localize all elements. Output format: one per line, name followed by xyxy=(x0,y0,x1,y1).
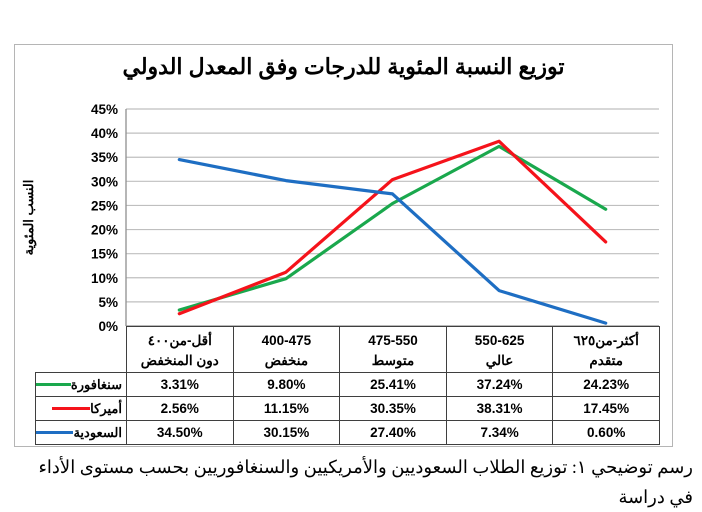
y-tick-label: 15% xyxy=(91,247,118,262)
series-row-america: أميركا 2.56% 11.15% 30.35% 38.31% 17.45% xyxy=(35,396,660,421)
y-axis-title: النسب المئوية xyxy=(21,179,36,256)
chart-title: توزيع النسبة المئوية للدرجات وفق المعدل … xyxy=(122,54,565,79)
category-range: 475-550 xyxy=(368,332,418,348)
category-range: 400-475 xyxy=(261,332,312,348)
y-tick-label: 30% xyxy=(91,174,118,189)
category-header-row: أقل-من٤٠٠ دون المنخفض 400-475 منخفض 475-550 م… xyxy=(36,326,660,373)
value-cell: 9.80% xyxy=(232,372,341,397)
value-cell: 7.34% xyxy=(445,420,554,445)
value-cell: 30.35% xyxy=(339,396,447,421)
value-cell: 37.24% xyxy=(445,372,554,397)
series-name: سنغافورة xyxy=(70,376,122,392)
series-line-america xyxy=(177,139,608,316)
series-swatch-america xyxy=(52,407,91,410)
series-line-singapore xyxy=(177,144,608,312)
category-level: متقدم xyxy=(589,352,623,368)
category-level: متوسط xyxy=(371,352,415,368)
series-swatch-saudi-arabia xyxy=(36,431,74,434)
series-name: أميركا xyxy=(90,400,122,416)
value-cell: 3.31% xyxy=(126,372,234,397)
y-tick-label: 5% xyxy=(98,295,118,310)
y-tick-label: 40% xyxy=(91,126,118,141)
y-tick-label: 20% xyxy=(91,223,118,238)
category-header-1: أقل-من٤٠٠ دون المنخفض xyxy=(126,326,234,373)
series-name: السعودية xyxy=(73,424,122,440)
series-swatch-singapore xyxy=(36,383,71,386)
chart-figure: توزيع النسبة المئوية للدرجات وفق المعدل … xyxy=(14,44,673,447)
series-row-saudi-arabia: السعودية 34.50% 30.15% 27.40% 7.34% 0.60% xyxy=(35,420,660,445)
category-range: أقل-من٤٠٠ xyxy=(147,332,212,348)
legend-cell-america: أميركا xyxy=(35,396,127,421)
legend-cell-singapore: سنغافورة xyxy=(35,372,127,397)
value-cell: 38.31% xyxy=(445,396,554,421)
category-header-5: أكثر-من٦٢٥ متقدم xyxy=(552,326,660,373)
category-header-4: 550-625 عالي xyxy=(445,326,554,373)
value-cell: 24.23% xyxy=(552,372,660,397)
figure-caption: رسم توضيحي ١: توزيع الطلاب السعوديين وال… xyxy=(38,457,693,507)
value-cell: 34.50% xyxy=(126,420,234,445)
category-range: أكثر-من٦٢٥ xyxy=(573,332,639,348)
category-level: منخفض xyxy=(264,352,309,368)
plot-svg: 0% 5% 10% 15% 20% 25% 30% 35% 40% 45% xyxy=(91,102,659,334)
value-cell: 2.56% xyxy=(126,396,234,421)
legend-cell-saudi-arabia: السعودية xyxy=(35,420,127,445)
y-tick-label: 35% xyxy=(91,150,118,165)
data-table: أقل-من٤٠٠ دون المنخفض 400-475 منخفض 475-550 م… xyxy=(35,326,660,445)
value-cell: 25.41% xyxy=(339,372,447,397)
category-range: 550-625 xyxy=(474,332,525,348)
y-tick-label: 25% xyxy=(91,198,118,213)
y-tick-label: 10% xyxy=(91,271,118,286)
value-cell: 11.15% xyxy=(232,396,341,421)
category-header-2: 400-475 منخفض xyxy=(232,326,341,373)
series-row-singapore: سنغافورة 3.31% 9.80% 25.41% 37.24% 24.23% xyxy=(35,372,660,397)
series-rows: سنغافورة 3.31% 9.80% 25.41% 37.24% 24.23% أمير… xyxy=(35,372,660,445)
category-level: دون المنخفض xyxy=(140,352,219,368)
value-cell: 17.45% xyxy=(552,396,660,421)
series-line-saudi-arabia xyxy=(177,157,608,325)
category-header-3: 475-550 متوسط xyxy=(339,326,447,373)
category-level: عالي xyxy=(485,352,514,368)
value-cell: 0.60% xyxy=(552,420,660,445)
legend-header-spacer xyxy=(36,327,127,373)
y-tick-label: 45% xyxy=(91,102,118,117)
value-cell: 30.15% xyxy=(232,420,341,445)
y-tick-label: 0% xyxy=(98,319,118,334)
value-cell: 27.40% xyxy=(339,420,447,445)
